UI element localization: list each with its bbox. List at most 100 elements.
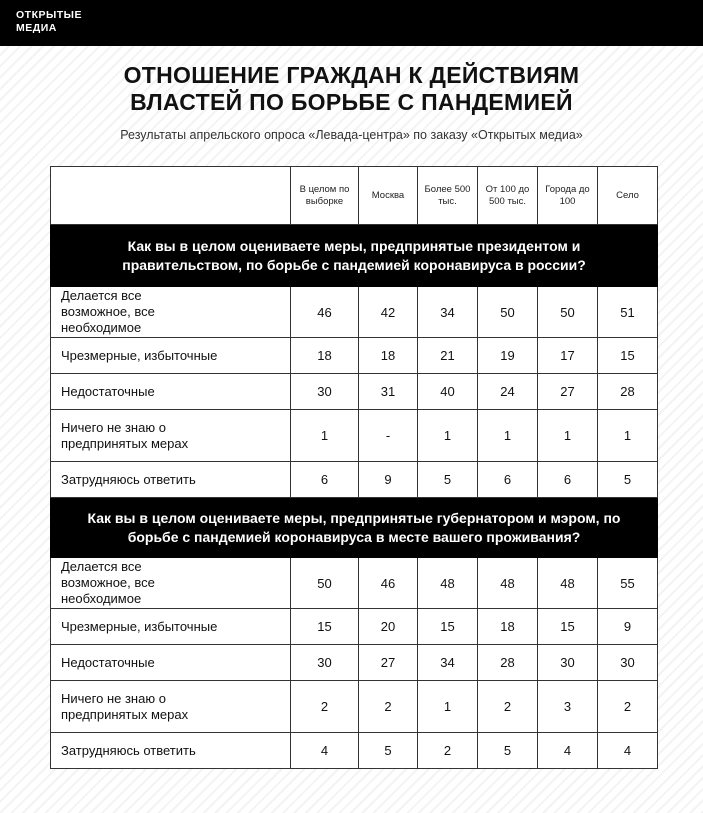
value-cell: 34	[417, 286, 478, 338]
table-row: Делается все возможное, все необходимое 4…	[50, 286, 658, 338]
row-label: Ничего не знаю о предпринятых мерах	[50, 680, 291, 733]
row-label: Чрезмерные, избыточные	[50, 608, 291, 645]
value-cell: 15	[597, 337, 658, 374]
value-cell: 55	[597, 557, 658, 609]
column-header: От 100 до 500 тыс.	[477, 166, 538, 225]
question-text: Как вы в целом оцениваете меры, предприн…	[50, 497, 658, 558]
value-cell: 4	[290, 732, 359, 769]
value-cell: 17	[537, 337, 598, 374]
value-cell: 30	[597, 644, 658, 681]
value-cell: 6	[477, 461, 538, 498]
table-row: Затрудняюсь ответить 4 5 2 5 4 4	[50, 732, 658, 769]
value-cell: 50	[290, 557, 359, 609]
table-row: Чрезмерные, избыточные 18 18 21 19 17 15	[50, 337, 658, 374]
column-header: Москва	[358, 166, 418, 225]
header-empty	[50, 166, 291, 225]
value-cell: 3	[537, 680, 598, 733]
value-cell: 1	[417, 409, 478, 462]
value-cell: 46	[358, 557, 418, 609]
question-row: Как вы в целом оцениваете меры, предприн…	[50, 224, 658, 287]
value-cell: 51	[597, 286, 658, 338]
column-header: Города до 100	[537, 166, 598, 225]
logo: ОТКРЫТЫЕ МЕДИА	[16, 9, 82, 35]
value-cell: 24	[477, 373, 538, 410]
value-cell: 2	[358, 680, 418, 733]
value-cell: 9	[597, 608, 658, 645]
value-cell: -	[358, 409, 418, 462]
value-cell: 28	[477, 644, 538, 681]
row-label: Делается все возможное, все необходимое	[50, 557, 291, 609]
row-label: Чрезмерные, избыточные	[50, 337, 291, 374]
table-row: Недостаточные 30 27 34 28 30 30	[50, 644, 658, 681]
value-cell: 4	[537, 732, 598, 769]
value-cell: 21	[417, 337, 478, 374]
header-row: В целом по выборке Москва Более 500 тыс. От…	[50, 166, 658, 225]
value-cell: 28	[597, 373, 658, 410]
value-cell: 20	[358, 608, 418, 645]
value-cell: 5	[597, 461, 658, 498]
value-cell: 5	[358, 732, 418, 769]
table-row: Затрудняюсь ответить 6 9 5 6 6 5	[50, 461, 658, 498]
title-line: ОТНОШЕНИЕ ГРАЖДАН К ДЕЙСТВИЯМ	[123, 62, 580, 88]
value-cell: 46	[290, 286, 359, 338]
value-cell: 1	[477, 409, 538, 462]
value-cell: 9	[358, 461, 418, 498]
value-cell: 42	[358, 286, 418, 338]
value-cell: 5	[477, 732, 538, 769]
value-cell: 48	[537, 557, 598, 609]
value-cell: 30	[290, 373, 359, 410]
value-cell: 27	[537, 373, 598, 410]
value-cell: 34	[417, 644, 478, 681]
value-cell: 50	[477, 286, 538, 338]
logo-line: МЕДИА	[16, 22, 57, 34]
table-row: Ничего не знаю о предпринятых мерах 2 2 1 2 3…	[50, 680, 658, 733]
logo-line: ОТКРЫТЫЕ	[16, 9, 82, 21]
value-cell: 1	[290, 409, 359, 462]
table-row: Недостаточные 30 31 40 24 27 28	[50, 373, 658, 410]
top-bar: ОТКРЫТЫЕ МЕДИА	[0, 0, 703, 46]
value-cell: 48	[477, 557, 538, 609]
value-cell: 27	[358, 644, 418, 681]
value-cell: 15	[417, 608, 478, 645]
table-row: Ничего не знаю о предпринятых мерах 1-1 1 1…	[50, 409, 658, 462]
row-label: Затрудняюсь ответить	[50, 461, 291, 498]
value-cell: 15	[537, 608, 598, 645]
row-label: Делается все возможное, все необходимое	[50, 286, 291, 338]
question-text: Как вы в целом оцениваете меры, предприн…	[50, 224, 658, 287]
value-cell: 2	[477, 680, 538, 733]
value-cell: 4	[597, 732, 658, 769]
value-cell: 30	[290, 644, 359, 681]
survey-table: В целом по выборке Москва Более 500 тыс. От…	[50, 166, 658, 769]
value-cell: 31	[358, 373, 418, 410]
column-header: В целом по выборке	[290, 166, 359, 225]
value-cell: 5	[417, 461, 478, 498]
column-header: Село	[597, 166, 658, 225]
value-cell: 1	[597, 409, 658, 462]
value-cell: 15	[290, 608, 359, 645]
row-label: Недостаточные	[50, 373, 291, 410]
table-row: Делается все возможное, все необходимое 5…	[50, 557, 658, 609]
column-header: Более 500 тыс.	[417, 166, 478, 225]
value-cell: 2	[290, 680, 359, 733]
value-cell: 6	[290, 461, 359, 498]
value-cell: 30	[537, 644, 598, 681]
row-label: Ничего не знаю о предпринятых мерах	[50, 409, 291, 462]
value-cell: 2	[417, 732, 478, 769]
value-cell: 40	[417, 373, 478, 410]
row-label: Недостаточные	[50, 644, 291, 681]
value-cell: 18	[358, 337, 418, 374]
value-cell: 6	[537, 461, 598, 498]
title-line: ВЛАСТЕЙ ПО БОРЬБЕ С ПАНДЕМИЕЙ	[130, 89, 573, 115]
value-cell: 48	[417, 557, 478, 609]
page-title: ОТНОШЕНИЕ ГРАЖДАН К ДЕЙСТВИЯМ ВЛАСТЕЙ ПО…	[0, 62, 703, 116]
value-cell: 1	[417, 680, 478, 733]
question-row: Как вы в целом оцениваете меры, предприн…	[50, 497, 658, 558]
value-cell: 18	[290, 337, 359, 374]
value-cell: 1	[537, 409, 598, 462]
subtitle: Результаты апрельского опроса «Левада-це…	[120, 128, 583, 142]
value-cell: 50	[537, 286, 598, 338]
value-cell: 19	[477, 337, 538, 374]
row-label: Затрудняюсь ответить	[50, 732, 291, 769]
value-cell: 18	[477, 608, 538, 645]
table-row: Чрезмерные, избыточные 15 20 15 18 15 9	[50, 608, 658, 645]
